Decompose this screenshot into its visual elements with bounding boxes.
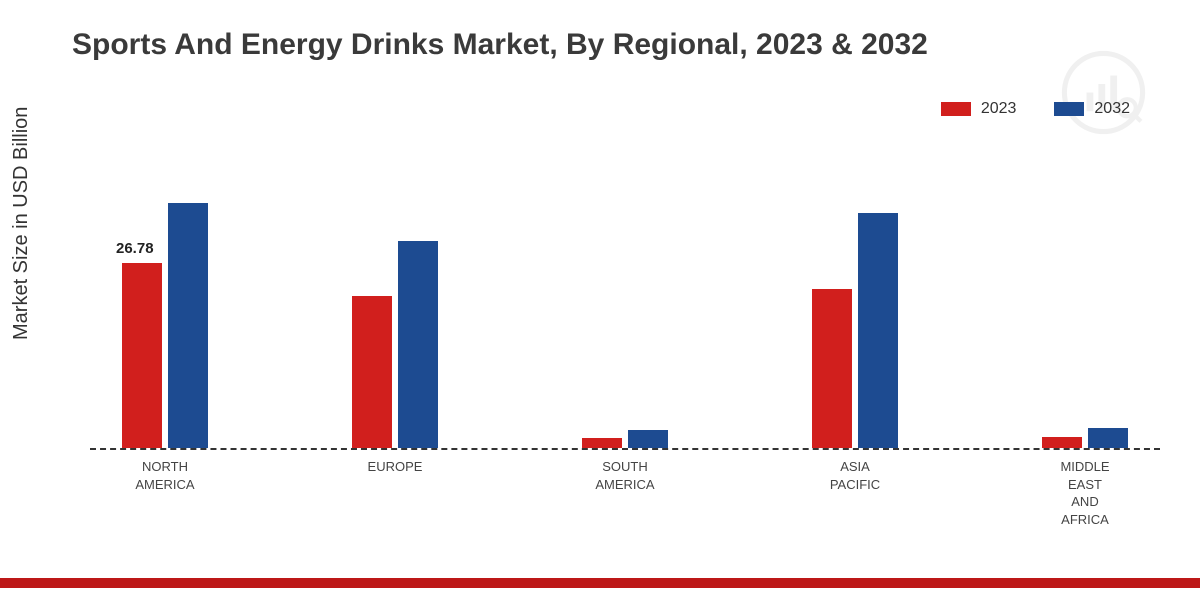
bar-group-south-america — [582, 430, 668, 448]
legend-label-2032: 2032 — [1094, 100, 1130, 118]
bar-group-north-america — [122, 203, 208, 448]
bar-na-2023 — [122, 263, 162, 448]
chart-title: Sports And Energy Drinks Market, By Regi… — [72, 28, 928, 62]
legend-item-2023: 2023 — [941, 100, 1017, 118]
xlabel-asia-pacific: ASIA PACIFIC — [795, 458, 915, 493]
y-axis-label: Market Size in USD Billion — [10, 107, 33, 340]
bar-ap-2032 — [858, 213, 898, 448]
brand-logo-icon — [1061, 50, 1146, 135]
bar-group-asia-pacific — [812, 213, 898, 448]
bar-eu-2023 — [352, 296, 392, 448]
bar-na-2032 — [168, 203, 208, 448]
x-axis-labels: NORTH AMERICA EUROPE SOUTH AMERICA ASIA … — [90, 458, 1160, 558]
bar-ap-2023 — [812, 289, 852, 448]
bar-sa-2032 — [628, 430, 668, 448]
legend-item-2032: 2032 — [1054, 100, 1130, 118]
legend-swatch-2023 — [941, 102, 971, 116]
bar-sa-2023 — [582, 438, 622, 448]
bar-eu-2032 — [398, 241, 438, 448]
bar-mea-2032 — [1088, 428, 1128, 448]
bar-group-mea — [1042, 428, 1128, 448]
footer-accent-bar — [0, 578, 1200, 588]
bar-mea-2023 — [1042, 437, 1082, 448]
legend: 2023 2032 — [941, 100, 1130, 118]
legend-swatch-2032 — [1054, 102, 1084, 116]
plot-area: 26.78 — [90, 160, 1160, 450]
bar-group-europe — [352, 241, 438, 448]
xlabel-europe: EUROPE — [335, 458, 455, 476]
xlabel-south-america: SOUTH AMERICA — [565, 458, 685, 493]
xlabel-mea: MIDDLE EAST AND AFRICA — [1025, 458, 1145, 528]
legend-label-2023: 2023 — [981, 100, 1017, 118]
xlabel-north-america: NORTH AMERICA — [105, 458, 225, 493]
